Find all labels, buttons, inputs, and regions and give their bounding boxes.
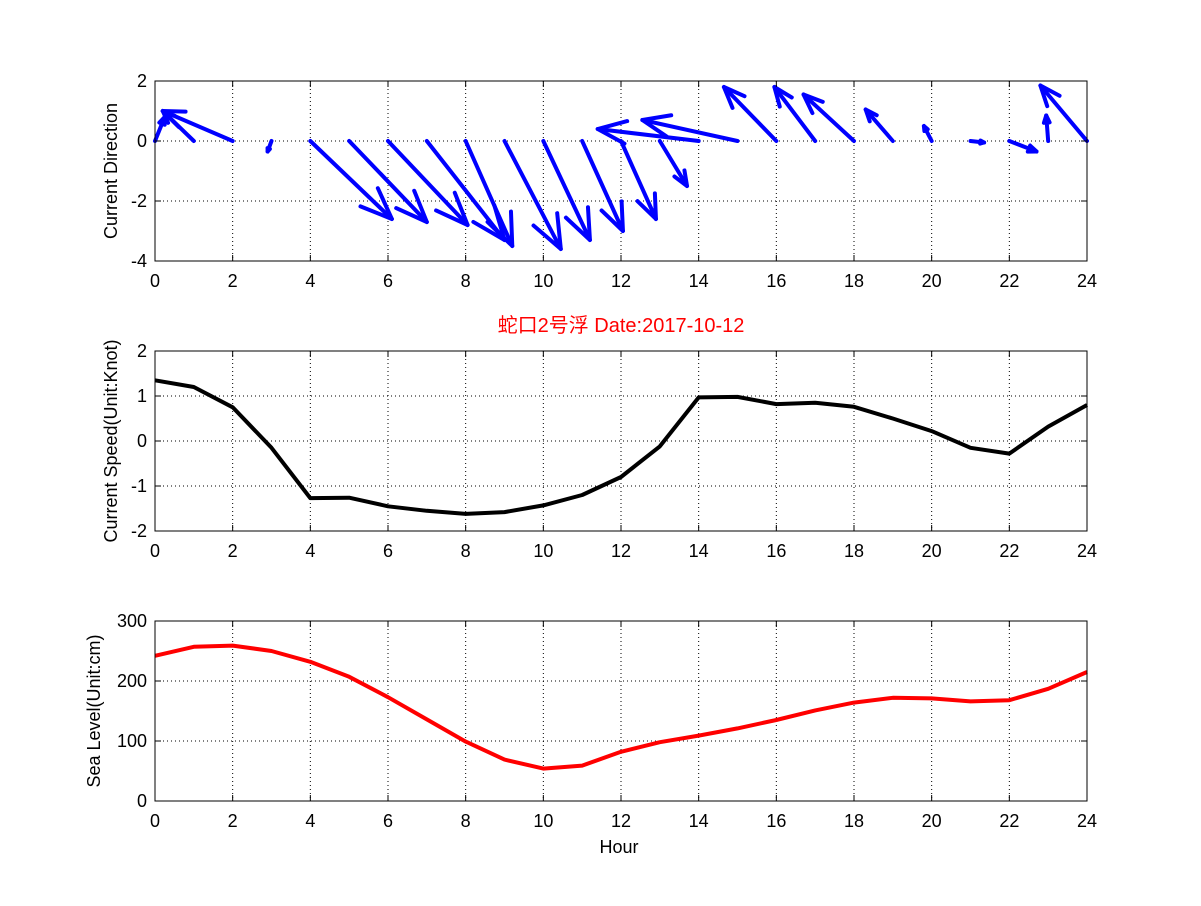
x-tick-label: 24	[1077, 541, 1097, 561]
figure-title: 蛇口2号浮 Date:2017-10-12	[498, 314, 745, 337]
x-tick-label: 2	[228, 811, 238, 831]
y-tick-label: -4	[131, 251, 147, 271]
x-axis-label: Hour	[599, 837, 638, 857]
current-arrow	[268, 141, 272, 152]
y-axis-label: Current Speed(Unit:Knot)	[101, 339, 121, 542]
x-tick-label: 22	[999, 541, 1019, 561]
x-tick-label: 0	[150, 811, 160, 831]
current-arrow	[660, 141, 687, 186]
x-tick-label: 14	[689, 271, 709, 291]
current-arrow	[924, 126, 932, 141]
y-tick-label: 0	[137, 431, 147, 451]
x-tick-label: 20	[922, 541, 942, 561]
x-tick-label: 2	[228, 541, 238, 561]
y-tick-label: -2	[131, 521, 147, 541]
x-tick-label: 0	[150, 271, 160, 291]
current-arrow	[310, 141, 392, 219]
y-tick-label: 1	[137, 386, 147, 406]
x-tick-label: 2	[228, 271, 238, 291]
current-arrow	[866, 110, 893, 142]
x-tick-label: 14	[689, 541, 709, 561]
x-tick-label: 22	[999, 271, 1019, 291]
y-tick-label: 0	[137, 791, 147, 811]
x-tick-label: 10	[533, 541, 553, 561]
y-tick-label: 2	[137, 341, 147, 361]
x-tick-label: 8	[461, 541, 471, 561]
current-arrow	[971, 141, 985, 144]
y-tick-label: 0	[137, 131, 147, 151]
current-arrow	[388, 141, 468, 225]
x-tick-label: 20	[922, 811, 942, 831]
current-arrow	[1009, 141, 1036, 152]
x-tick-label: 4	[305, 811, 315, 831]
x-tick-label: 8	[461, 271, 471, 291]
x-tick-label: 14	[689, 811, 709, 831]
x-tick-label: 4	[305, 271, 315, 291]
x-tick-label: 20	[922, 271, 942, 291]
y-tick-label: 200	[117, 671, 147, 691]
current-arrow	[163, 111, 233, 141]
x-tick-label: 6	[383, 271, 393, 291]
x-tick-label: 4	[305, 541, 315, 561]
y-axis-label: Sea Level(Unit:cm)	[84, 634, 104, 787]
current-arrow	[155, 117, 165, 141]
x-tick-label: 12	[611, 541, 631, 561]
x-tick-label: 6	[383, 811, 393, 831]
y-axis-label: Current Direction	[101, 103, 121, 239]
x-tick-label: 16	[766, 541, 786, 561]
x-tick-label: 10	[533, 271, 553, 291]
x-tick-label: 12	[611, 271, 631, 291]
y-tick-label: 300	[117, 611, 147, 631]
y-tick-label: -2	[131, 191, 147, 211]
x-tick-label: 12	[611, 811, 631, 831]
x-tick-label: 6	[383, 541, 393, 561]
x-tick-label: 18	[844, 271, 864, 291]
x-tick-label: 18	[844, 811, 864, 831]
x-tick-label: 16	[766, 811, 786, 831]
x-tick-label: 24	[1077, 271, 1097, 291]
x-tick-label: 8	[461, 811, 471, 831]
x-tick-label: 16	[766, 271, 786, 291]
series-line	[155, 646, 1087, 769]
current-arrow	[724, 87, 776, 141]
x-tick-label: 22	[999, 811, 1019, 831]
current-arrow	[621, 141, 656, 219]
x-tick-label: 0	[150, 541, 160, 561]
x-tick-label: 10	[533, 811, 553, 831]
current-arrow	[1044, 116, 1050, 142]
y-tick-label: 2	[137, 71, 147, 91]
y-tick-label: 100	[117, 731, 147, 751]
x-tick-label: 18	[844, 541, 864, 561]
y-tick-label: -1	[131, 476, 147, 496]
x-tick-label: 24	[1077, 811, 1097, 831]
